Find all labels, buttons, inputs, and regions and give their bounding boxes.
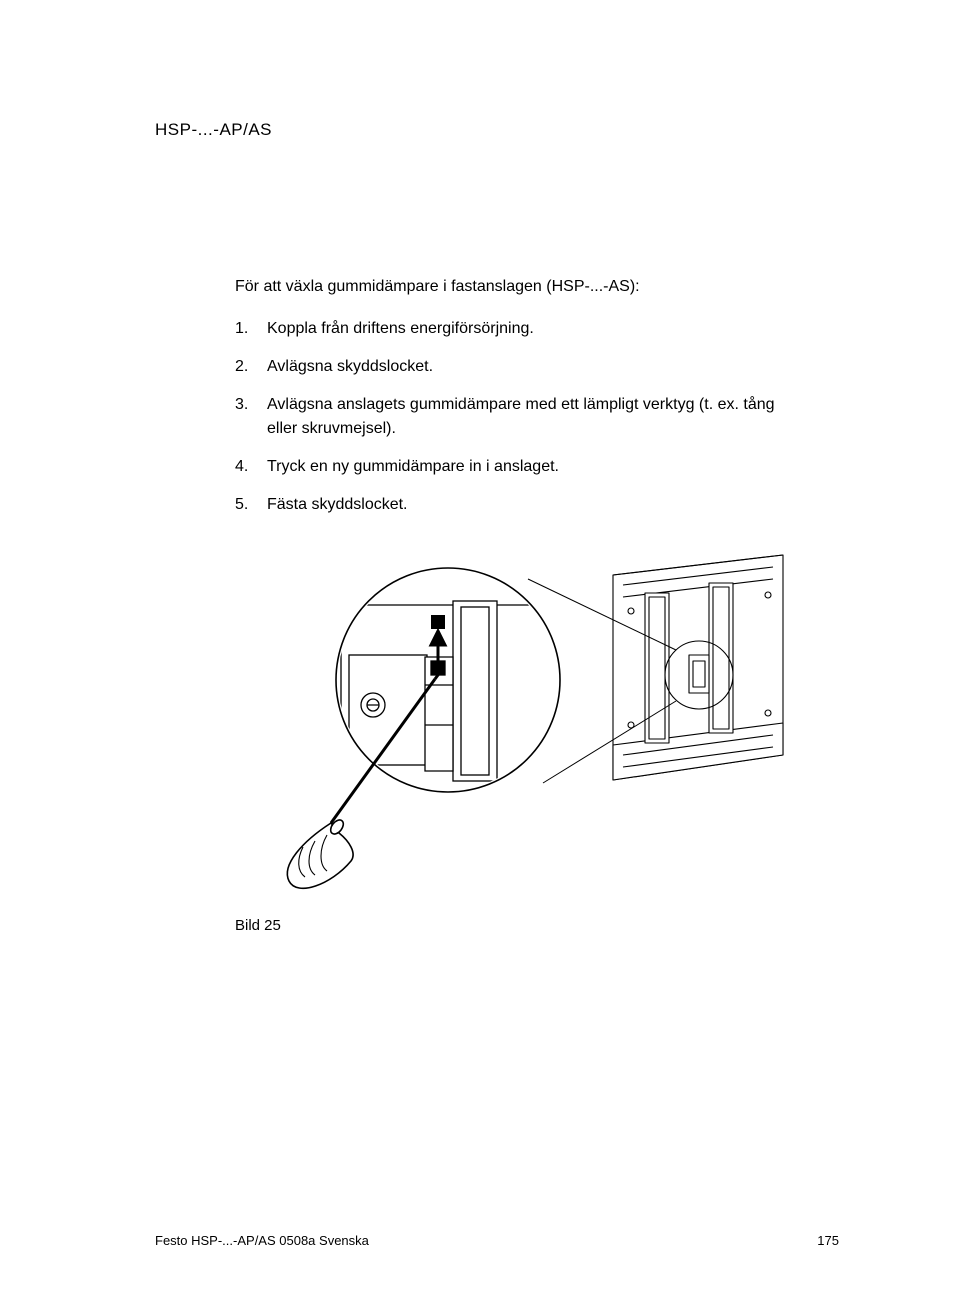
detail-circle (336, 568, 563, 795)
header-title: HSP-...-AP/AS (155, 120, 272, 139)
page-footer: Festo HSP-...-AP/AS 0508a Svenska 175 (155, 1233, 839, 1248)
machine-outline (613, 555, 783, 780)
diagram-svg (253, 545, 793, 895)
page-number: 175 (817, 1233, 839, 1248)
content-body: För att växla gummidämpare i fastanslage… (235, 275, 799, 938)
list-item: Avlägsna skyddslocket. (235, 355, 799, 379)
footer-left: Festo HSP-...-AP/AS 0508a Svenska (155, 1233, 369, 1248)
damper-icon (431, 615, 445, 629)
intro-text: För att växla gummidämpare i fastanslage… (235, 275, 799, 299)
list-item: Tryck en ny gummidämpare in i anslaget. (235, 455, 799, 479)
figure-caption: Bild 25 (235, 915, 799, 938)
list-item: Koppla från driftens energiförsörjning. (235, 317, 799, 341)
list-item: Fästa skyddslocket. (235, 493, 799, 517)
list-item: Avlägsna anslagets gummidämpare med ett … (235, 393, 799, 441)
step-list: Koppla från driftens energiförsörjning. … (235, 317, 799, 517)
technical-figure (235, 545, 799, 895)
page-header: HSP-...-AP/AS (155, 120, 799, 140)
